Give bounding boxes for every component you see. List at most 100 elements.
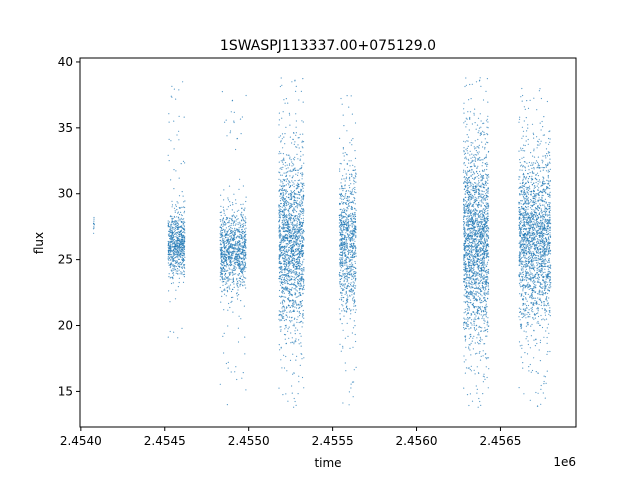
data-point bbox=[303, 357, 305, 359]
data-point bbox=[299, 280, 301, 282]
data-point bbox=[294, 156, 296, 158]
data-point bbox=[293, 276, 295, 278]
data-point bbox=[285, 262, 287, 264]
data-point bbox=[339, 343, 341, 345]
data-point bbox=[230, 111, 232, 113]
data-point bbox=[294, 340, 296, 342]
data-point bbox=[178, 281, 180, 284]
data-point bbox=[226, 241, 228, 243]
data-point bbox=[224, 121, 226, 123]
data-point bbox=[231, 230, 233, 232]
data-point bbox=[298, 213, 300, 215]
data-point bbox=[293, 288, 295, 290]
data-point bbox=[241, 377, 243, 379]
data-point bbox=[298, 264, 300, 267]
data-point bbox=[284, 282, 286, 284]
data-point bbox=[293, 195, 295, 197]
data-point bbox=[181, 225, 183, 227]
data-point bbox=[223, 189, 225, 191]
data-point bbox=[234, 258, 236, 260]
data-point bbox=[303, 317, 305, 319]
data-point bbox=[469, 186, 471, 188]
data-point bbox=[231, 202, 234, 204]
data-point bbox=[349, 220, 351, 222]
data-point bbox=[223, 278, 225, 280]
data-point bbox=[283, 99, 285, 101]
data-point bbox=[297, 232, 299, 234]
data-point bbox=[183, 116, 185, 118]
data-point bbox=[346, 264, 348, 266]
data-point bbox=[338, 258, 341, 260]
data-point bbox=[245, 277, 247, 279]
data-point bbox=[289, 263, 291, 265]
data-point bbox=[230, 262, 232, 265]
data-point bbox=[470, 171, 472, 173]
data-point bbox=[339, 313, 341, 315]
data-point bbox=[301, 233, 303, 235]
data-point bbox=[219, 271, 221, 273]
data-point bbox=[230, 246, 232, 248]
data-point bbox=[300, 190, 302, 192]
data-point bbox=[283, 179, 285, 181]
data-point bbox=[239, 253, 241, 255]
data-point bbox=[182, 237, 184, 239]
data-point bbox=[238, 264, 240, 266]
data-point bbox=[172, 259, 174, 261]
data-point bbox=[167, 224, 169, 226]
data-point bbox=[287, 227, 289, 230]
data-point bbox=[286, 230, 288, 232]
data-point bbox=[292, 250, 294, 252]
data-point bbox=[345, 232, 347, 234]
data-point bbox=[234, 233, 236, 235]
data-point bbox=[227, 247, 229, 250]
data-point bbox=[227, 361, 229, 363]
data-point bbox=[485, 217, 487, 219]
data-point bbox=[281, 189, 283, 191]
data-point bbox=[288, 170, 290, 172]
data-point bbox=[228, 278, 230, 280]
data-point bbox=[345, 176, 348, 178]
data-point bbox=[181, 327, 183, 329]
data-point bbox=[181, 273, 183, 275]
data-point bbox=[342, 285, 344, 287]
data-point bbox=[174, 220, 176, 222]
data-point bbox=[349, 190, 351, 192]
data-point bbox=[474, 122, 476, 124]
data-point bbox=[300, 189, 302, 191]
data-point bbox=[294, 230, 296, 232]
data-point bbox=[280, 252, 283, 254]
data-point bbox=[299, 226, 301, 228]
data-point bbox=[225, 253, 227, 255]
data-point bbox=[354, 280, 356, 282]
data-point bbox=[339, 229, 341, 231]
data-point bbox=[342, 347, 344, 349]
data-point bbox=[183, 259, 186, 261]
data-point bbox=[177, 202, 179, 204]
data-point bbox=[181, 248, 184, 251]
data-point bbox=[167, 258, 169, 260]
data-point bbox=[288, 255, 290, 257]
data-point bbox=[243, 266, 245, 268]
data-point bbox=[281, 245, 283, 247]
data-point bbox=[238, 243, 240, 245]
data-point bbox=[280, 209, 282, 211]
data-point bbox=[351, 262, 353, 264]
data-point bbox=[229, 236, 231, 238]
data-point bbox=[340, 196, 342, 198]
data-point bbox=[220, 205, 222, 207]
data-point bbox=[179, 207, 181, 209]
data-point bbox=[292, 259, 294, 262]
data-point bbox=[220, 242, 222, 244]
data-point bbox=[291, 221, 294, 223]
data-point bbox=[292, 266, 294, 268]
data-point bbox=[341, 283, 343, 285]
data-point bbox=[351, 250, 353, 252]
data-point bbox=[231, 251, 233, 253]
data-point bbox=[342, 147, 344, 149]
data-point bbox=[291, 246, 293, 248]
data-point bbox=[282, 195, 284, 197]
data-point bbox=[340, 269, 342, 271]
data-point bbox=[350, 253, 352, 255]
data-point bbox=[226, 233, 228, 236]
data-point bbox=[283, 228, 285, 230]
